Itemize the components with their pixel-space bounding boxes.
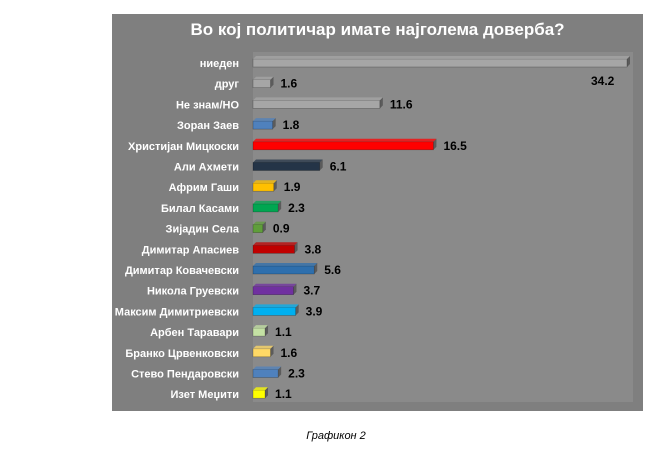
category-label: ниеден <box>200 58 239 70</box>
category-label: Стево Пендаровски <box>131 369 239 381</box>
chart-caption: Графикон 2 <box>306 430 366 442</box>
value-label: 3.8 <box>305 242 322 256</box>
category-label: Максим Димитриевски <box>115 306 239 318</box>
value-label: 34.2 <box>591 74 615 88</box>
bar <box>252 366 282 378</box>
bar <box>252 283 297 296</box>
category-label: Димитар Апасиев <box>142 244 239 256</box>
category-label: Арбен Таравари <box>150 327 239 339</box>
bar <box>252 304 299 316</box>
bar <box>252 118 276 130</box>
value-label: 11.6 <box>390 97 413 111</box>
bar <box>252 200 282 213</box>
category-label: Билал Касами <box>161 203 239 215</box>
value-label: 1.1 <box>275 387 292 401</box>
chart-panel: Во кој политичар имате најголема доверба… <box>112 14 643 411</box>
bar <box>252 97 383 109</box>
category-label: Бранко Црвенковски <box>125 348 239 360</box>
value-label: 6.1 <box>330 160 347 174</box>
bar <box>252 159 323 171</box>
value-label: 3.9 <box>306 304 323 318</box>
bar <box>252 138 437 151</box>
bar <box>252 56 630 68</box>
category-label: Димитар Ковачевски <box>125 265 239 277</box>
category-label: Африм Гаши <box>169 182 239 194</box>
category-label: Изет Меџити <box>171 389 239 401</box>
category-label: Никола Груевски <box>147 286 239 298</box>
category-label: Зоран Заев <box>177 120 239 132</box>
bar <box>252 263 318 275</box>
value-label: 0.9 <box>273 222 290 236</box>
plot-area <box>253 52 633 402</box>
category-label: друг <box>215 79 240 91</box>
category-label: Али Ахмети <box>174 162 239 174</box>
category-label: Христијан Мицкоски <box>128 141 239 153</box>
bar-chart: ниеден 34.2 друг 1.6 Не знам/НО 11.6 Зоран Зае… <box>115 52 633 402</box>
value-label: 3.7 <box>303 284 320 298</box>
value-label: 16.5 <box>443 139 467 153</box>
value-label: 2.3 <box>288 201 305 215</box>
value-label: 5.6 <box>324 263 341 277</box>
bar <box>252 221 266 233</box>
bar <box>252 387 269 399</box>
bar <box>252 180 277 192</box>
bar <box>252 242 298 254</box>
value-label: 1.6 <box>280 77 297 91</box>
category-label: Зијадин Села <box>166 224 240 236</box>
value-label: 1.8 <box>283 118 300 132</box>
bar <box>252 345 274 358</box>
category-label: Не знам/НО <box>176 99 239 111</box>
bar <box>252 76 274 88</box>
value-label: 2.3 <box>288 367 305 381</box>
value-label: 1.1 <box>275 325 292 339</box>
bar <box>252 325 269 337</box>
value-label: 1.9 <box>284 180 301 194</box>
chart-title: Во кој политичар имате најголема доверба… <box>190 20 565 39</box>
value-label: 1.6 <box>280 346 297 360</box>
